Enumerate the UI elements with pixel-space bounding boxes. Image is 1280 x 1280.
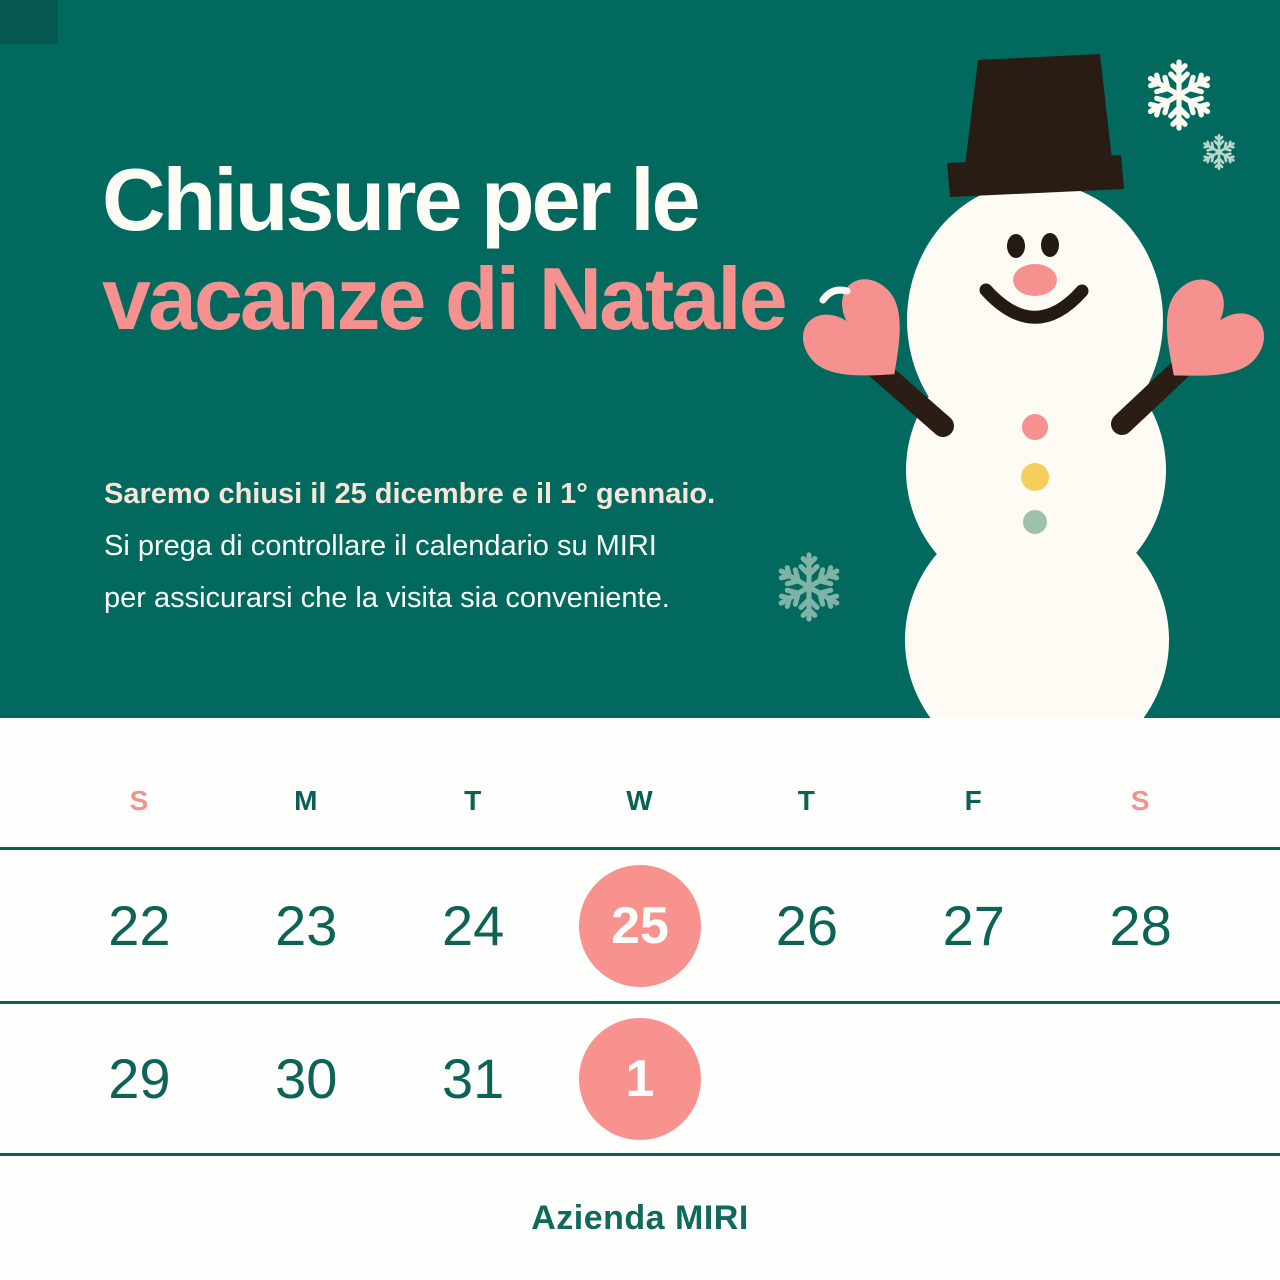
- calendar-day: 22: [108, 894, 171, 957]
- right-eye: [1041, 233, 1059, 257]
- snowflake-icon: [1146, 62, 1211, 128]
- calendar-day: 27: [942, 894, 1005, 957]
- calendar-day: 25: [611, 896, 669, 955]
- calendar-day: 1: [625, 1049, 655, 1108]
- divider: [0, 847, 1280, 850]
- weekday-header-row: S M T W T F S: [0, 718, 1280, 847]
- snowman-buttons: [1021, 414, 1049, 534]
- nose: [1013, 264, 1057, 296]
- calendar-day-selected: 1: [578, 1017, 701, 1140]
- calendar-day-selected: 25: [578, 864, 701, 987]
- notice-line-2: Si prega di controllare il calendario su…: [104, 530, 657, 562]
- calendar-day: 26: [775, 894, 838, 957]
- right-mitten-icon: [1134, 268, 1276, 409]
- hero-panel: Chiusure per le vacanze di Natale Saremo…: [0, 0, 1280, 718]
- notice-bold-line: Saremo chiusi il 25 dicembre e il 1° gen…: [104, 478, 716, 510]
- calendar-day: 24: [441, 894, 505, 957]
- poster-footer: Azienda MIRI: [0, 1156, 1280, 1280]
- title-line-2: vacanze di Natale: [102, 249, 788, 348]
- weekday-label-sun: S: [129, 785, 150, 816]
- mitten-highlight: [819, 286, 851, 304]
- top-hat-icon: [947, 54, 1124, 197]
- company-name: Azienda MIRI: [531, 1198, 749, 1237]
- calendar-week-row: 29 30 31 1: [0, 1004, 1280, 1153]
- divider: [0, 1153, 1280, 1156]
- corner-shade: [0, 0, 58, 44]
- snowman-body: [905, 182, 1169, 718]
- calendar-day: 31: [441, 1047, 505, 1110]
- weekday-label-wed: W: [626, 785, 654, 816]
- snowman-face: [979, 233, 1089, 324]
- left-eye: [1007, 234, 1025, 258]
- calendar-day: 23: [275, 894, 338, 957]
- weekday-label-sat: S: [1130, 785, 1151, 816]
- weekday-label-tue: T: [464, 785, 483, 816]
- poster-title: Chiusure per le vacanze di Natale: [102, 150, 788, 348]
- weekday-label-fri: F: [964, 785, 983, 816]
- left-mitten-icon: [791, 268, 933, 409]
- snowflake-icon: [777, 555, 841, 619]
- snowman-arms: [859, 349, 1201, 437]
- notice-line-3: per assicurarsi che la visita sia conven…: [104, 582, 670, 614]
- weekday-label-mon: M: [294, 785, 319, 816]
- closure-notice: Saremo chiusi il 25 dicembre e il 1° gen…: [104, 468, 715, 624]
- smile: [979, 283, 1089, 324]
- calendar: S M T W T F S 22 23 24 25 26 27 28 29 30…: [0, 718, 1280, 1280]
- calendar-day: 29: [108, 1047, 171, 1110]
- snowflake-icon: [1201, 133, 1237, 171]
- divider: [0, 1001, 1280, 1004]
- title-line-1: Chiusure per le: [102, 150, 701, 249]
- weekday-label-thu: T: [797, 785, 816, 816]
- calendar-week-row: 22 23 24 25 26 27 28: [0, 850, 1280, 1001]
- calendar-day: 28: [1109, 894, 1172, 957]
- calendar-day: 30: [275, 1047, 338, 1110]
